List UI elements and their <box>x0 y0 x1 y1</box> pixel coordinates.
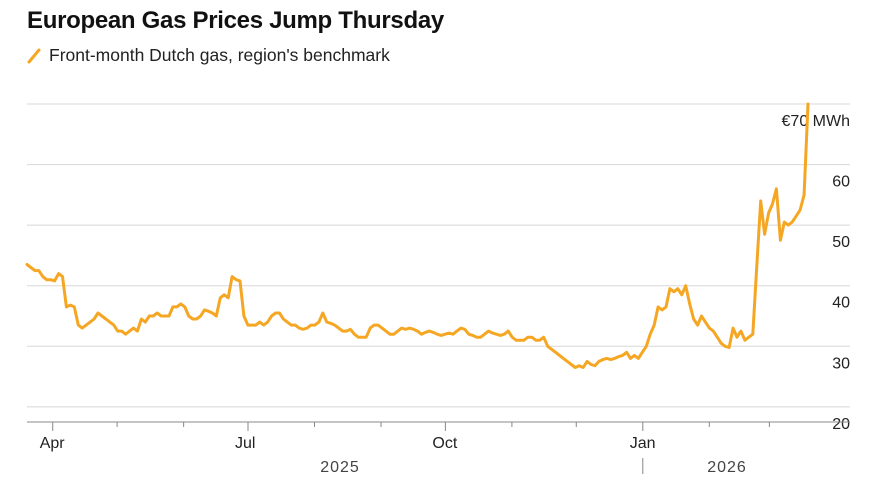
y-tick-label: 30 <box>832 355 850 372</box>
chart-title: European Gas Prices Jump Thursday <box>27 7 444 34</box>
y-tick-label: €70 MWh <box>782 113 850 130</box>
x-tick-label: Jan <box>630 435 656 452</box>
year-label: 2025 <box>320 459 360 476</box>
y-tick-label: 50 <box>832 234 850 251</box>
y-tick-label: 40 <box>832 295 850 312</box>
year-label: 2026 <box>707 459 747 476</box>
series-line-dutch-gas <box>25 102 810 369</box>
x-tick-label: Jul <box>235 435 255 452</box>
legend: Front-month Dutch gas, region's benchmar… <box>27 45 390 66</box>
x-tick-label: Apr <box>40 435 66 452</box>
legend-label: Front-month Dutch gas, region's benchmar… <box>49 45 390 65</box>
legend-swatch-icon <box>27 48 41 63</box>
y-tick-label: 60 <box>832 174 850 191</box>
y-tick-label: 20 <box>832 416 850 433</box>
x-tick-label: Oct <box>432 435 457 452</box>
